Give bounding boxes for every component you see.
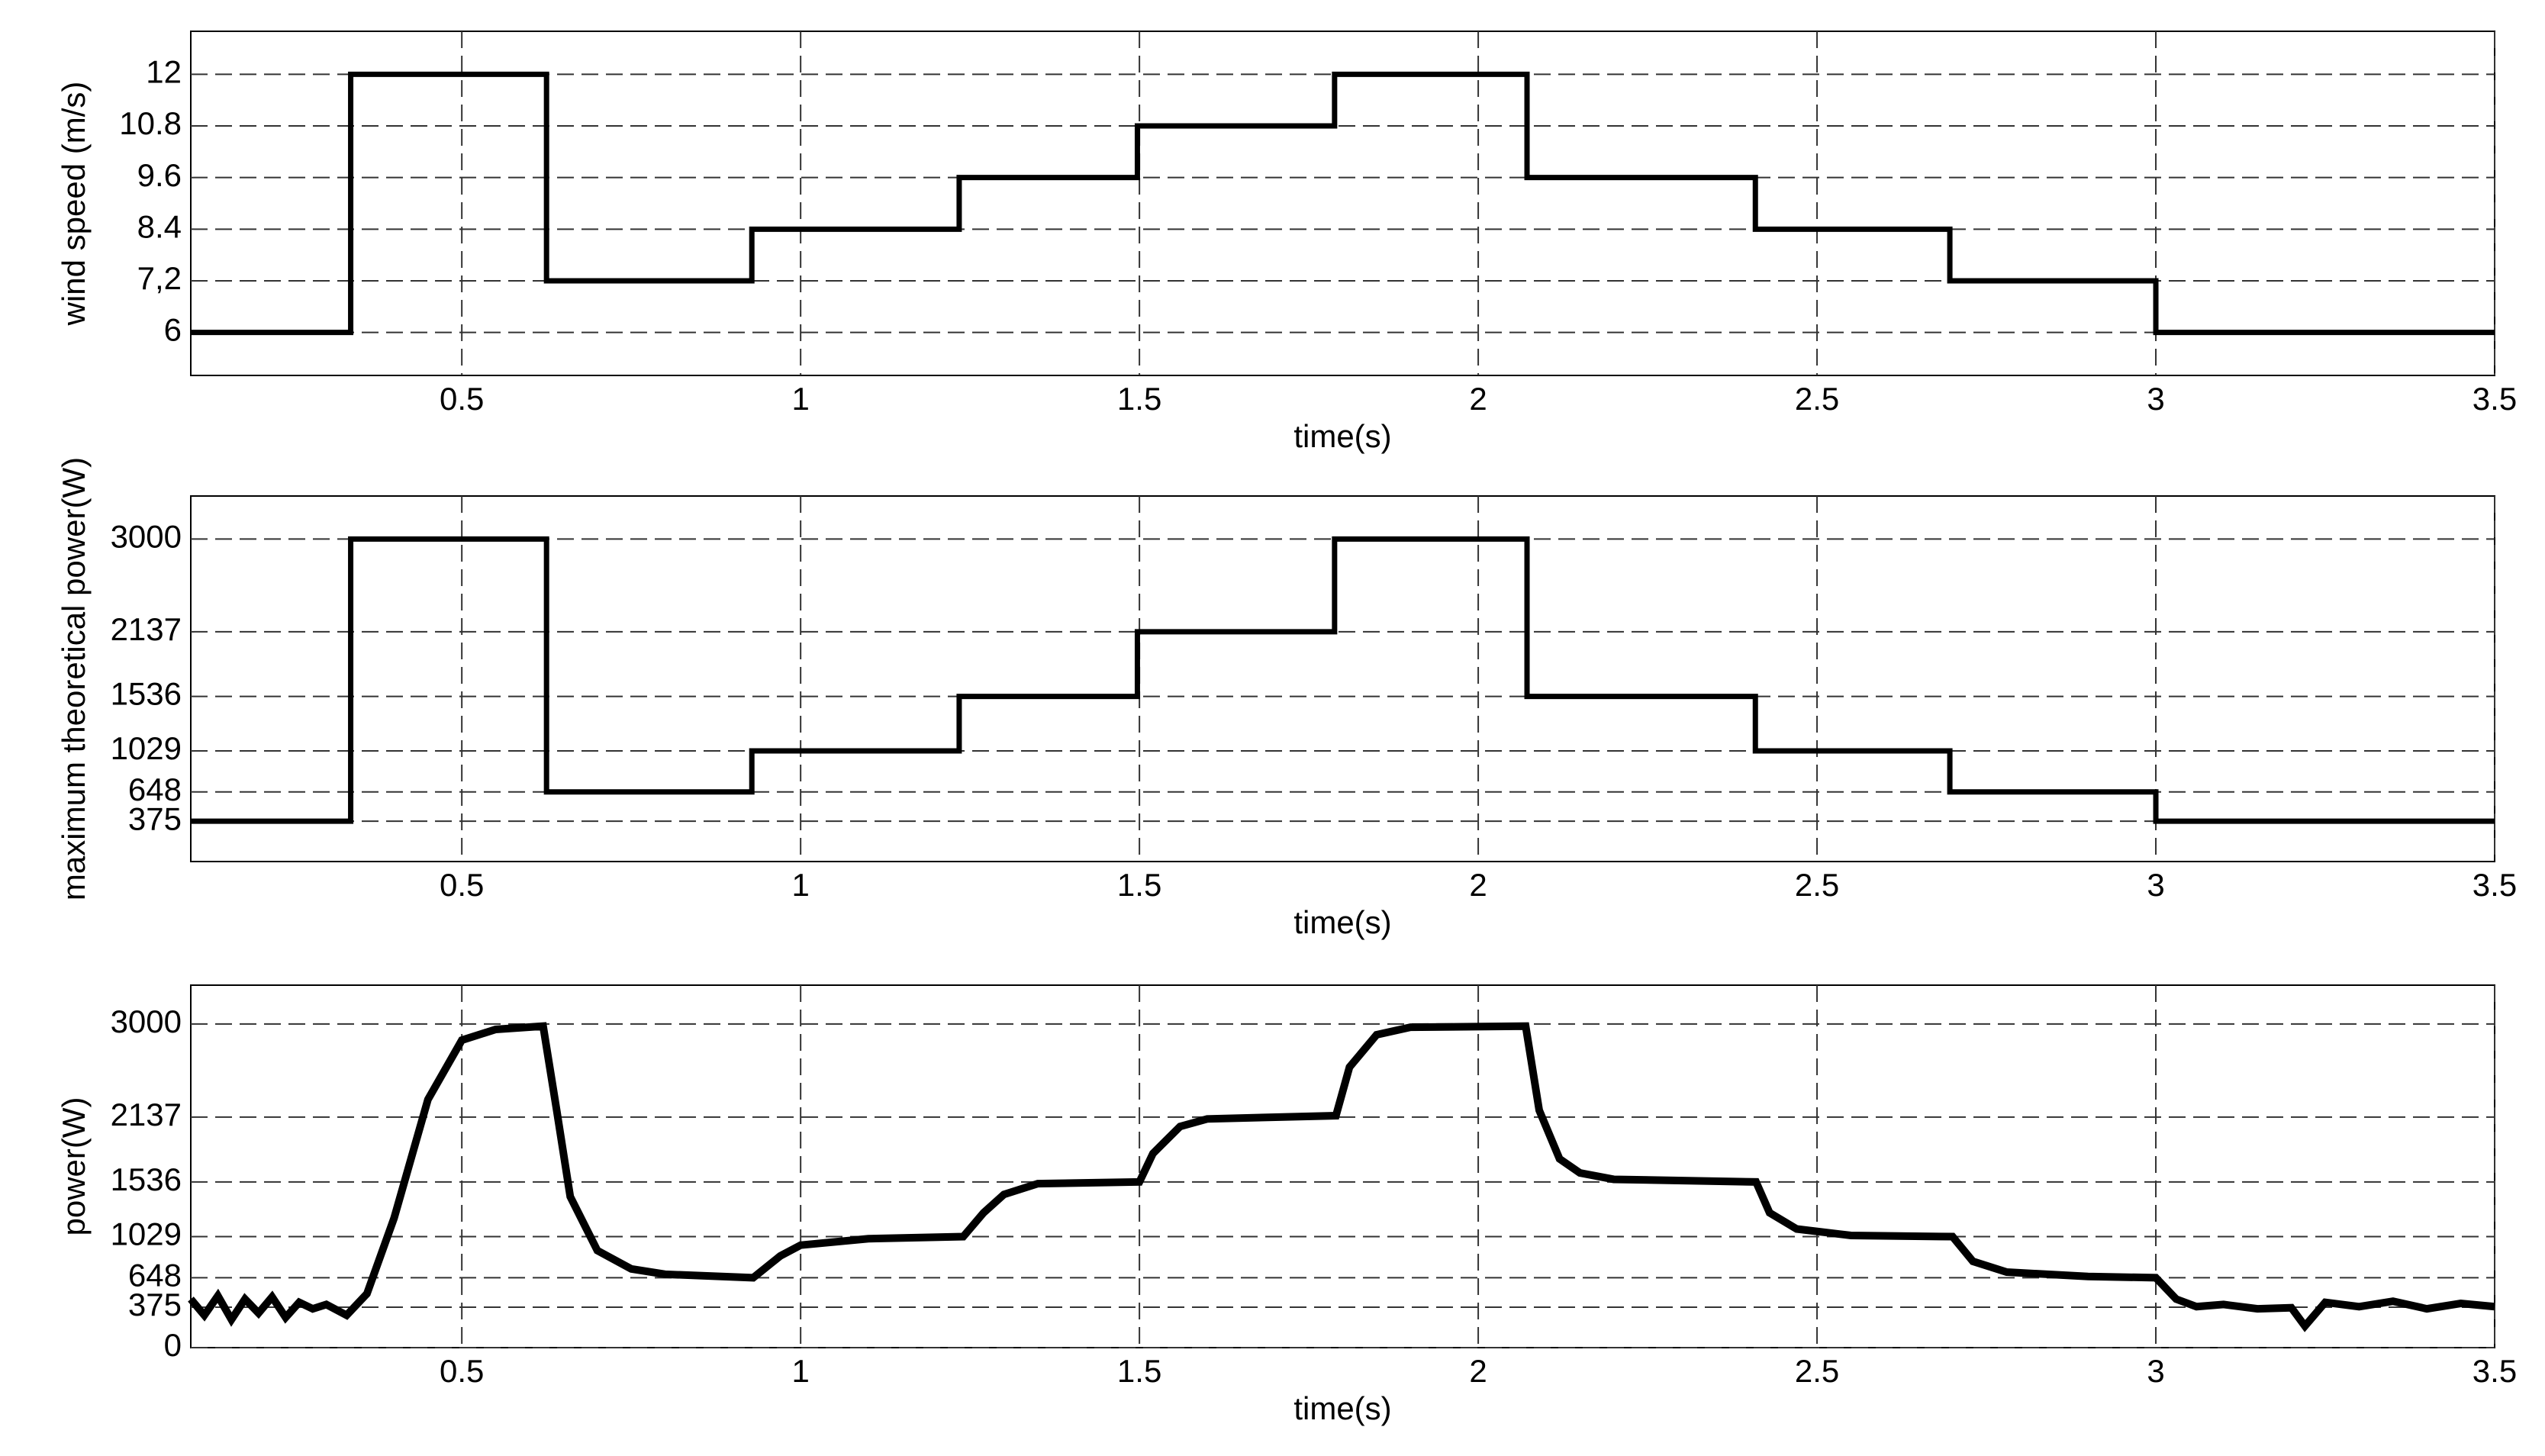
y-tick-label: 2137 bbox=[111, 1097, 182, 1132]
plot-area bbox=[190, 984, 2495, 1348]
data-line bbox=[188, 1022, 2495, 1332]
x-tick-label: 0.5 bbox=[440, 381, 484, 417]
x-tick-label: 1 bbox=[791, 381, 809, 417]
y-tick-label: 6 bbox=[164, 312, 182, 348]
y-axis-label: maximum theoretical power(W) bbox=[56, 457, 92, 900]
y-axis-label: power(W) bbox=[56, 1097, 92, 1235]
y-tick-label: 0 bbox=[164, 1327, 182, 1363]
x-tick-label: 3.5 bbox=[2473, 381, 2517, 417]
x-tick-label: 1.5 bbox=[1117, 381, 1161, 417]
y-tick-label: 648 bbox=[128, 1257, 182, 1293]
x-tick-label: 1.5 bbox=[1117, 1353, 1161, 1389]
data-line bbox=[191, 536, 2495, 824]
x-tick-label: 3.5 bbox=[2473, 1353, 2517, 1389]
x-tick-label: 2 bbox=[1469, 381, 1487, 417]
y-tick-label: 1029 bbox=[111, 730, 182, 766]
y-tick-label: 3000 bbox=[111, 1003, 182, 1039]
x-axis-label: time(s) bbox=[1293, 1390, 1391, 1426]
y-tick-label: 3000 bbox=[111, 518, 182, 554]
y-tick-label: 1536 bbox=[111, 1161, 182, 1197]
x-tick-label: 2.5 bbox=[1795, 381, 1839, 417]
plot-area bbox=[190, 495, 2495, 862]
x-tick-label: 0.5 bbox=[440, 1353, 484, 1389]
x-tick-label: 1.5 bbox=[1117, 867, 1161, 903]
x-tick-label: 3 bbox=[2147, 867, 2164, 903]
x-tick-label: 3.5 bbox=[2473, 867, 2517, 903]
y-tick-label: 1536 bbox=[111, 676, 182, 712]
y-tick-label: 1029 bbox=[111, 1216, 182, 1252]
y-axis-label: wind speed (m/s) bbox=[56, 82, 92, 327]
y-tick-label: 12 bbox=[146, 53, 182, 89]
plot-area bbox=[190, 31, 2495, 376]
y-tick-label: 2137 bbox=[111, 611, 182, 647]
y-tick-label: 8.4 bbox=[137, 208, 182, 244]
y-tick-label: 375 bbox=[128, 1287, 182, 1322]
x-tick-label: 2 bbox=[1469, 1353, 1487, 1389]
y-tick-label: 9.6 bbox=[137, 157, 182, 193]
y-tick-label: 375 bbox=[128, 800, 182, 836]
y-tick-label: 10.8 bbox=[119, 105, 182, 141]
x-axis-label: time(s) bbox=[1293, 904, 1391, 940]
x-tick-label: 2.5 bbox=[1795, 1353, 1839, 1389]
x-tick-label: 0.5 bbox=[440, 867, 484, 903]
x-axis-label: time(s) bbox=[1293, 418, 1391, 454]
x-tick-label: 1 bbox=[791, 1353, 809, 1389]
y-tick-label: 7,2 bbox=[137, 260, 182, 296]
x-tick-label: 1 bbox=[791, 867, 809, 903]
x-tick-label: 2 bbox=[1469, 867, 1487, 903]
x-tick-label: 3 bbox=[2147, 381, 2164, 417]
y-tick-label: 648 bbox=[128, 771, 182, 807]
x-tick-label: 3 bbox=[2147, 1353, 2164, 1389]
data-line bbox=[191, 71, 2495, 336]
x-tick-label: 2.5 bbox=[1795, 867, 1839, 903]
